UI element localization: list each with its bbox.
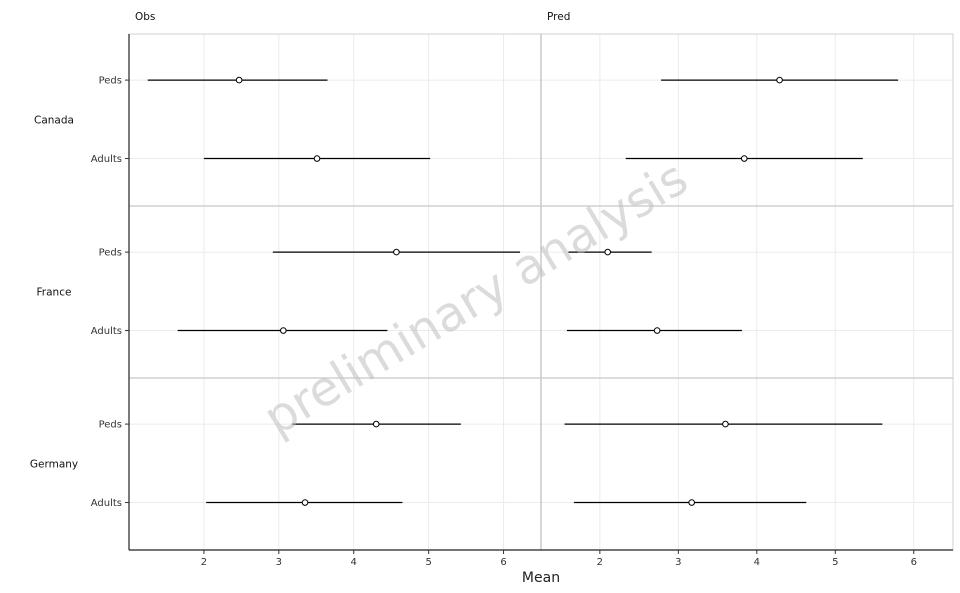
mean-point <box>235 76 243 84</box>
x-tick-label: 2 <box>201 557 207 568</box>
mean-point <box>722 420 729 428</box>
watermark-text: preliminary analysis <box>254 150 697 447</box>
x-tick-label: 5 <box>425 557 431 568</box>
facet-row-label: Canada <box>34 115 74 127</box>
mean-point <box>280 327 287 334</box>
y-tick-label: Peds <box>99 420 122 431</box>
mean-point <box>653 327 661 334</box>
x-tick-label: 5 <box>832 557 838 568</box>
mean-point <box>604 248 612 256</box>
x-tick-label: 3 <box>675 557 681 568</box>
x-tick-label: 3 <box>276 557 282 568</box>
data-marks <box>147 76 899 506</box>
facet-column-label: Pred <box>547 11 570 23</box>
y-tick-label: Adults <box>91 498 122 509</box>
y-tick-label: Adults <box>91 326 122 337</box>
mean-point <box>740 155 748 162</box>
x-tick-label: 2 <box>597 557 603 568</box>
mean-point <box>393 248 400 256</box>
x-tick-label: 4 <box>754 557 760 568</box>
mean-point <box>313 155 321 162</box>
mean-point <box>372 420 380 428</box>
y-tick-label: Peds <box>99 248 122 259</box>
y-tick-label: Peds <box>99 76 122 87</box>
x-axis-title: Mean <box>522 570 560 586</box>
mean-point <box>301 499 309 506</box>
facet-row-label: Germany <box>30 459 78 471</box>
x-tick-label: 4 <box>351 557 357 568</box>
y-tick-label: Adults <box>91 154 122 165</box>
mean-point <box>688 499 695 506</box>
mean-point <box>776 76 783 84</box>
facet-row-label: France <box>37 287 72 299</box>
facet-column-label: Obs <box>135 11 155 23</box>
x-tick-label: 6 <box>911 557 917 568</box>
x-tick-label: 6 <box>500 557 506 568</box>
